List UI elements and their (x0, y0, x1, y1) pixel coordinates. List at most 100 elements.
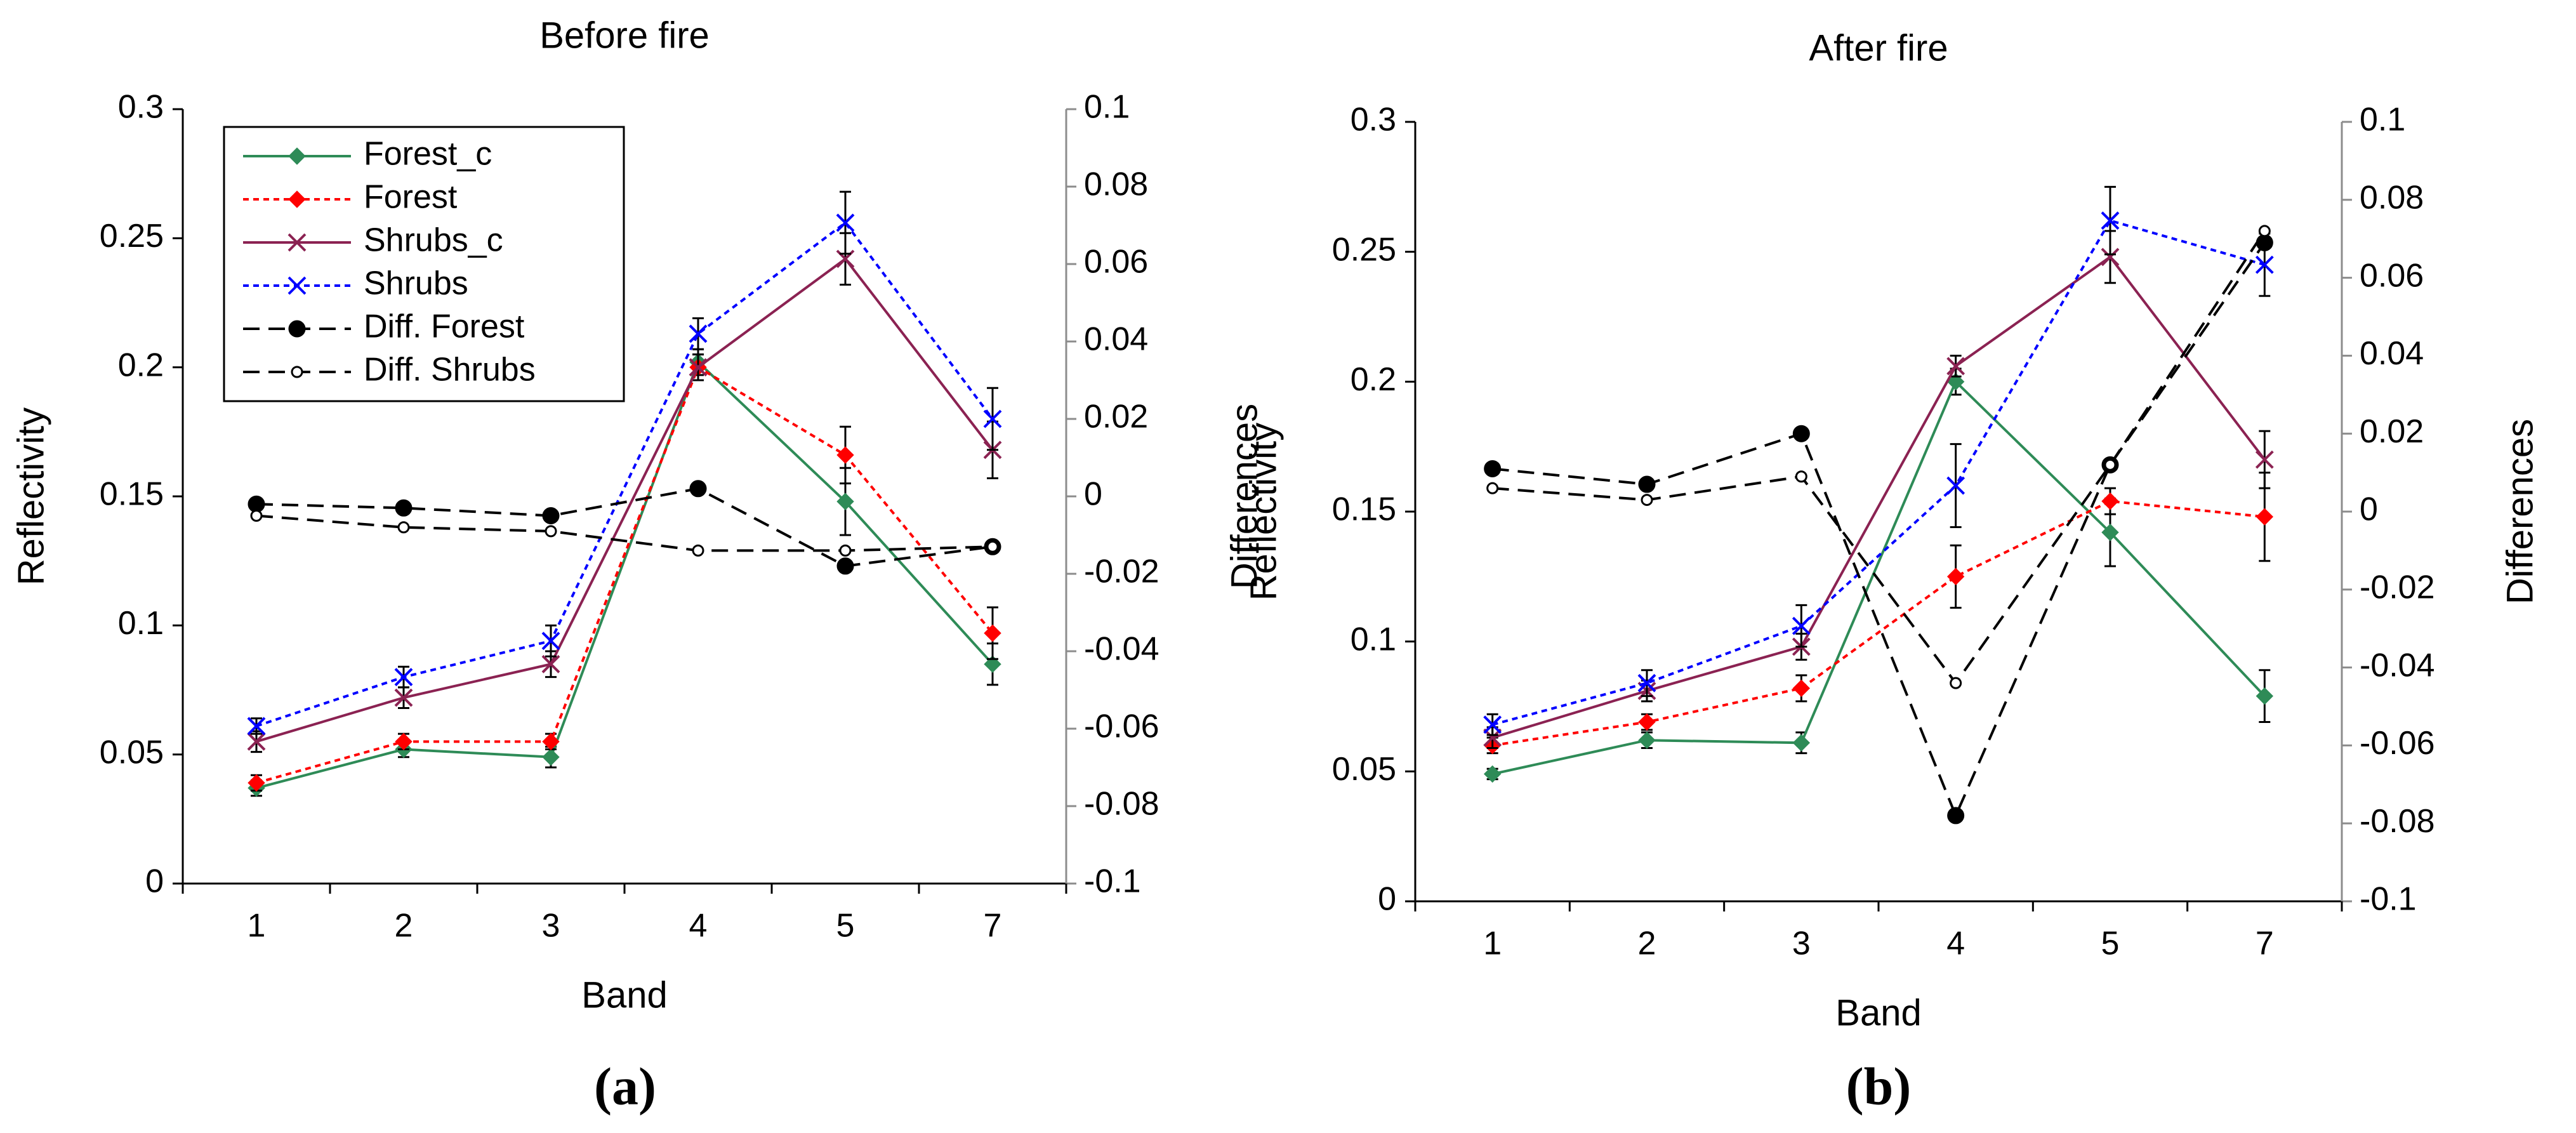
data-point-forest (542, 732, 560, 751)
series-diff-shrubs (1486, 225, 2271, 689)
y2-tick-label: 0.08 (2360, 180, 2424, 216)
data-point-forest-c (1638, 731, 1656, 749)
data-point-diff-forest (1638, 475, 1656, 493)
legend-box (223, 126, 625, 402)
legend-label-shrubs: Shrubs (364, 265, 468, 302)
data-point-diff-shrubs (1950, 677, 1962, 689)
x-tick-label: 7 (984, 908, 1002, 944)
y2-tick-label: 0.06 (1084, 244, 1148, 281)
legend-label-forest: Forest (364, 179, 458, 216)
data-point-forest-c (984, 655, 1001, 673)
data-point-shrubs (689, 324, 708, 343)
series-line-forest (256, 365, 994, 785)
data-point-forest (1792, 679, 1811, 698)
panel-label: (b) (1846, 1057, 1912, 1116)
y2-axis-title: Differences (2499, 419, 2540, 604)
y-tick-label: 0.2 (118, 347, 164, 383)
x-axis-title: Band (581, 974, 667, 1016)
legend-marker-forest (288, 190, 306, 208)
y-tick-label: 0.3 (1351, 102, 1396, 138)
y-tick-label: 0 (145, 863, 164, 900)
data-point-forest (836, 446, 854, 464)
data-point-shrubs (1637, 673, 1656, 692)
data-point-diff-forest (1947, 807, 1965, 825)
data-point-shrubs (2101, 211, 2120, 230)
data-point-forest (1946, 567, 1965, 586)
data-point-forest (2101, 492, 2119, 510)
y-tick-label: 0.15 (1332, 491, 1396, 528)
chart-title: Before fire (539, 15, 710, 56)
y2-tick-label: 0.04 (1084, 321, 1148, 358)
y2-tick-label: 0.1 (1084, 89, 1130, 126)
y-tick-label: 0.1 (118, 605, 164, 642)
data-point-diff-forest (1484, 460, 1502, 477)
chart-title: After fire (1809, 27, 1948, 69)
data-point-diff-shrubs (2258, 225, 2271, 237)
data-point-forest (2256, 508, 2274, 526)
data-point-diff-shrubs (545, 525, 557, 538)
x-tick-label: 2 (1638, 925, 1656, 962)
y2-tick-label: 0 (2360, 491, 2378, 528)
data-point-shrubs (1792, 616, 1811, 635)
y2-tick-label: -0.02 (2360, 569, 2435, 606)
data-point-shrubs-c (394, 688, 413, 707)
data-point-forest-c (2101, 524, 2119, 541)
data-point-diff-forest (689, 480, 707, 498)
data-point-shrubs (1946, 476, 1965, 495)
data-point-shrubs (541, 632, 560, 651)
x-axis-title: Band (1835, 992, 1921, 1033)
data-point-diff-shrubs (397, 521, 410, 534)
y-axis-title: Reflectivity (10, 407, 51, 585)
data-point-shrubs-c (1483, 728, 1502, 747)
series-line-diff-forest (1492, 242, 2266, 819)
y-axis-title: Reflectivity (1243, 423, 1284, 600)
legend-label-diff-shrubs: Diff. Shrubs (364, 352, 536, 388)
legend-marker-shrubs (287, 276, 307, 295)
x-tick-label: 3 (542, 908, 560, 944)
y2-tick-label: -0.04 (1084, 631, 1159, 668)
series-forest (248, 353, 1001, 792)
series-shrubs (1483, 185, 2274, 736)
x-tick-label: 5 (2101, 925, 2120, 962)
y2-tick-label: -0.08 (1084, 786, 1159, 823)
series-forest-c (1483, 368, 2274, 783)
data-point-forest-c (836, 493, 854, 510)
legend-label-shrubs-c: Shrubs_c (364, 222, 503, 259)
data-point-diff-forest (395, 499, 413, 517)
data-point-forest (248, 774, 265, 792)
x-tick-label: 3 (1792, 925, 1811, 962)
y2-tick-label: 0 (1084, 476, 1102, 513)
data-point-forest-c (2256, 687, 2274, 705)
y2-tick-label: -0.04 (2360, 647, 2435, 684)
y2-tick-label: -0.1 (2360, 881, 2417, 918)
series-shrubs (247, 190, 1002, 736)
data-point-forest-c (1483, 765, 1502, 783)
data-point-shrubs (1483, 715, 1502, 734)
series-line-forest (1492, 500, 2265, 747)
chart-panel-b: After fire00.050.10.150.20.250.3-0.1-0.0… (1243, 27, 2540, 1116)
data-point-shrubs-c (1946, 357, 1965, 376)
y2-tick-label: 0.1 (2360, 102, 2405, 138)
series-line-diff-forest (256, 487, 993, 567)
data-point-diff-forest (836, 557, 854, 575)
x-tick-label: 4 (689, 908, 708, 944)
y-tick-label: 0 (1378, 881, 1396, 918)
y-tick-label: 0.05 (100, 734, 164, 771)
series-line-shrubs-c (1492, 255, 2266, 739)
data-point-forest (395, 732, 413, 751)
y2-axis-title: Differences (1224, 404, 1265, 589)
legend-label-forest-c: Forest_c (364, 136, 492, 173)
series-line-diff-shrubs (1492, 230, 2266, 686)
legend-marker-forest-c (288, 147, 306, 165)
series-forest (1483, 472, 2274, 755)
y2-tick-label: -0.02 (1084, 553, 1159, 590)
data-point-forest (1638, 713, 1656, 731)
y-tick-label: 0.2 (1351, 361, 1396, 398)
data-point-forest (984, 624, 1001, 642)
y-tick-label: 0.25 (1332, 231, 1396, 268)
y-tick-label: 0.25 (100, 218, 164, 255)
data-point-shrubs-c (541, 654, 560, 673)
y2-tick-label: -0.1 (1084, 863, 1141, 900)
series-line-shrubs (1492, 219, 2265, 726)
